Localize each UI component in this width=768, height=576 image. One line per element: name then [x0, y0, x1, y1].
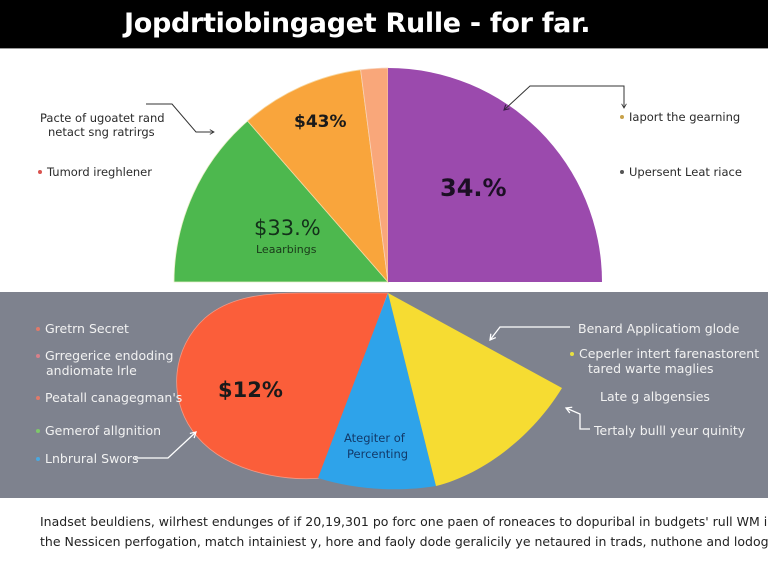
- bullet-dot-icon: [620, 169, 624, 174]
- slice-label-green: $33.%: [254, 216, 321, 240]
- annotation-bottom-left-2-line2: andiomate lrle: [46, 363, 137, 378]
- arrow-top-left: [146, 103, 215, 135]
- slice-blue[interactable]: [318, 293, 436, 490]
- annotation-bottom-right-4: Tertaly bulll yeur quinity: [594, 423, 746, 438]
- annotation-bottom-left-1-text: Gretrn Secret: [45, 321, 129, 336]
- bullet-dot-icon: [570, 351, 574, 356]
- chart-title: Jopdrtiobingaget Rulle - for far.: [124, 8, 591, 39]
- annotation-top-right-1-text: Iaport the gearning: [629, 110, 741, 124]
- annotation-bottom-left-3-text: Peatall canagegman's: [45, 390, 183, 405]
- annotation-bottom-right-2: Ceperler intert farenastorent tared wart…: [570, 346, 759, 376]
- slice-yellow[interactable]: [388, 293, 562, 486]
- top-half-pie: [173, 67, 602, 284]
- arrow-bottom-right-lower: [564, 406, 590, 430]
- slice-peach[interactable]: [360, 67, 389, 283]
- bullet-dot-icon: [38, 169, 42, 174]
- bullet-dot-icon: [36, 428, 40, 433]
- annotation-bottom-left-1: Gretrn Secret: [36, 321, 129, 336]
- bullet-dot-icon: [36, 326, 40, 331]
- slice-label-blue-line2: Percenting: [347, 447, 409, 461]
- footer-text-line1: Inadset beuldiens, wilrhest endunges of …: [40, 514, 768, 529]
- annotation-bottom-right-2-line1: Ceperler intert farenastorent: [579, 346, 760, 361]
- bottom-partial-pie: [176, 292, 562, 490]
- annotation-top-left-2-text: Tumord ireghlener: [47, 165, 152, 179]
- slice-label-red-orange: $12%: [218, 378, 283, 402]
- annotation-top-left-1-line2: netact sng ratrirgs: [48, 125, 155, 139]
- annotation-top-right-2-text: Upersent Leat riace: [629, 165, 742, 179]
- slice-sublabel-green: Leaarbings: [256, 243, 317, 256]
- footer-panel: [0, 498, 768, 576]
- annotation-bottom-left-3: Peatall canagegman's: [36, 390, 182, 405]
- annotation-bottom-left-4-text: Gemerof allgnition: [45, 423, 162, 438]
- annotation-top-left-1-line1: Pacte of ugoatet rand: [40, 111, 165, 125]
- slice-label-orange: $43%: [294, 112, 347, 132]
- slice-green[interactable]: [173, 120, 389, 283]
- bullet-dot-icon: [36, 395, 40, 400]
- annotation-top-left-2: Tumord ireghlener: [38, 165, 152, 179]
- slice-label-purple: 34.%: [440, 174, 507, 202]
- annotation-bottom-left-5: Lnbrural Swors: [36, 451, 139, 466]
- bullet-dot-icon: [36, 353, 40, 358]
- annotation-bottom-left-2-line1: Grregerice endoding: [45, 348, 174, 363]
- annotation-bottom-left-4: Gemerof allgnition: [36, 423, 161, 438]
- footer-text-line2: the Nessicen perfogation, match intainie…: [40, 534, 768, 549]
- annotation-top-right-1: Iaport the gearning: [620, 110, 740, 124]
- slice-purple[interactable]: [388, 68, 602, 282]
- arrow-top-right: [503, 85, 625, 111]
- bullet-dot-icon: [36, 456, 40, 461]
- annotation-bottom-right-3: Late g albgensies: [600, 389, 710, 404]
- title-bar: Jopdrtiobingaget Rulle - for far.: [0, 0, 768, 49]
- arrow-bottom-left: [135, 431, 197, 459]
- arrow-bottom-right-upper: [489, 326, 570, 341]
- annotation-bottom-left-2: Grregerice endoding andiomate lrle: [36, 348, 173, 378]
- slice-red-orange[interactable]: [176, 292, 389, 480]
- slice-label-blue-line1: Ategiter of: [344, 431, 405, 445]
- slice-orange[interactable]: [247, 69, 389, 284]
- annotation-top-right-2: Upersent Leat riace: [620, 165, 742, 179]
- annotation-bottom-right-1: Benard Applicatiom glode: [578, 321, 740, 336]
- bullet-dot-icon: [620, 114, 624, 119]
- annotation-bottom-right-2-line2: tared warte maglies: [588, 361, 714, 376]
- annotation-top-left-1: Pacte of ugoatet rand netact sng ratrirg…: [40, 111, 165, 139]
- annotation-bottom-left-5-text: Lnbrural Swors: [45, 451, 139, 466]
